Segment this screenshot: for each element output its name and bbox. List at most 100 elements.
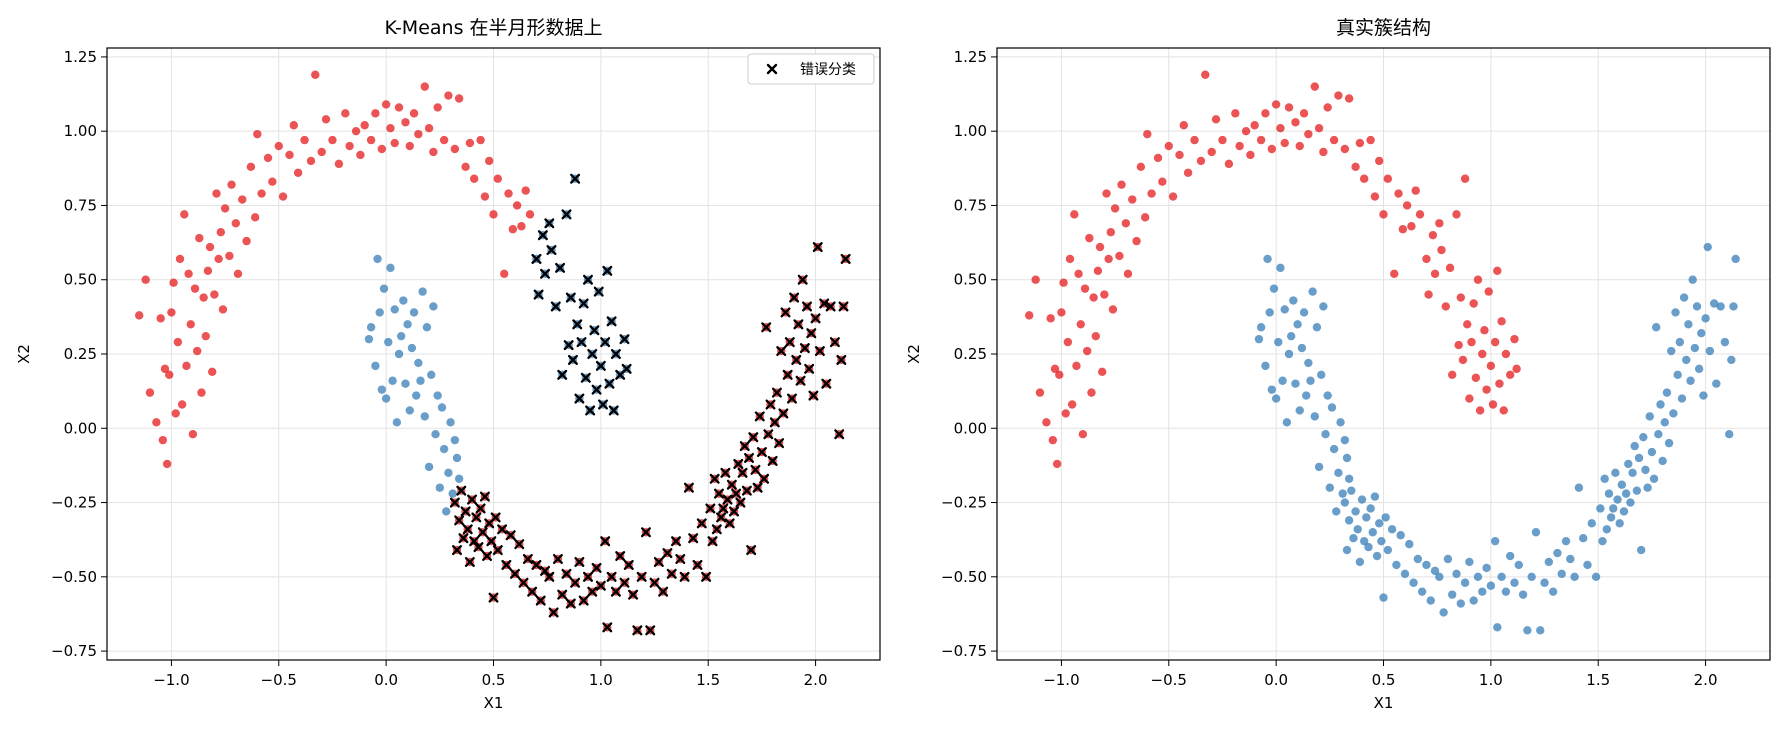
misclassified-x-marker — [711, 524, 722, 535]
misclassified-x-marker — [550, 301, 561, 312]
data-point — [1482, 385, 1491, 394]
kmeans-gridlines — [107, 48, 880, 660]
data-point — [1619, 507, 1629, 516]
misclassified-x-marker — [492, 545, 503, 556]
data-point — [1621, 489, 1631, 498]
data-point — [1574, 483, 1584, 492]
data-point — [216, 227, 226, 237]
data-point — [1662, 388, 1672, 397]
data-point — [1439, 608, 1448, 617]
data-point — [427, 370, 436, 379]
x-tick-label: 2.0 — [1694, 671, 1718, 689]
misclassified-x-marker — [567, 354, 578, 365]
data-point — [1561, 536, 1571, 546]
data-point — [311, 70, 320, 79]
y-tick-label: −0.75 — [941, 642, 987, 660]
misclassified-x-marker — [578, 298, 589, 309]
misclassified-x-marker — [572, 319, 583, 330]
data-point — [1267, 144, 1277, 154]
x-tick-label: −1.0 — [1043, 671, 1079, 689]
misclassified-x-marker — [563, 340, 574, 351]
data-point — [1606, 513, 1616, 522]
x-tick-label: 0.5 — [482, 671, 506, 689]
data-point — [1501, 587, 1511, 596]
data-point — [1323, 391, 1332, 400]
data-point — [1302, 391, 1311, 400]
data-point — [371, 361, 380, 371]
data-point — [1312, 323, 1322, 332]
data-point — [1098, 367, 1107, 377]
data-point — [1413, 554, 1423, 564]
misclassified-x-marker — [501, 559, 512, 570]
data-point — [1368, 528, 1377, 537]
misclassified-x-marker — [587, 586, 598, 597]
misclassified-x-marker — [701, 571, 712, 582]
misclassified-x-marker — [451, 545, 462, 556]
data-point — [1308, 287, 1317, 296]
data-point — [1482, 563, 1491, 573]
data-point — [1422, 254, 1431, 264]
data-point — [158, 435, 168, 445]
misclassified-x-marker — [744, 452, 755, 463]
true-clusters-y-axis-label: X2 — [905, 344, 923, 364]
data-point — [1110, 204, 1120, 213]
data-point — [1117, 180, 1126, 189]
data-point — [203, 266, 213, 276]
data-point — [1340, 498, 1350, 507]
misclassified-x-marker — [479, 491, 490, 502]
misclassified-x-marker — [793, 319, 804, 330]
y-tick-label: −0.50 — [941, 568, 987, 586]
data-point — [508, 225, 518, 234]
data-point — [1351, 162, 1360, 172]
data-point — [1632, 486, 1642, 495]
misclassified-x-marker — [821, 378, 832, 389]
misclassified-x-marker — [720, 467, 731, 478]
data-point — [1128, 195, 1137, 204]
data-point — [1321, 430, 1330, 439]
misclassified-x-marker — [632, 625, 643, 636]
misclassified-x-marker — [458, 533, 469, 544]
data-point — [1329, 444, 1339, 454]
data-point — [1478, 587, 1487, 596]
data-point — [364, 334, 374, 344]
data-point — [1276, 263, 1285, 273]
kmeans-legend: 错误分类 — [747, 53, 875, 85]
data-point — [1626, 498, 1635, 507]
misclassified-x-marker — [595, 580, 606, 591]
misclassified-x-marker — [789, 292, 800, 303]
data-point — [1636, 545, 1646, 555]
data-point — [1682, 355, 1691, 365]
misclassified-x-marker — [598, 399, 609, 410]
misclassified-x-marker — [776, 346, 787, 357]
data-point — [1684, 320, 1693, 329]
data-point — [175, 254, 185, 264]
data-point — [1435, 219, 1444, 228]
misclassified-x-marker — [810, 313, 821, 324]
data-point — [1366, 504, 1375, 513]
data-point — [1383, 545, 1392, 555]
data-point — [1284, 103, 1294, 112]
data-point — [1375, 156, 1384, 166]
misclassified-x-marker — [696, 518, 707, 529]
data-point — [1224, 159, 1234, 169]
y-tick-label: 1.25 — [64, 48, 97, 66]
misclassified-x-marker — [640, 527, 651, 538]
data-point — [512, 201, 522, 210]
data-point — [152, 418, 161, 427]
data-point — [1179, 121, 1189, 130]
data-point — [1673, 370, 1682, 379]
y-tick-label: −0.75 — [51, 642, 97, 660]
data-point — [1729, 302, 1738, 311]
data-point — [1664, 438, 1674, 448]
y-tick-label: 0.50 — [64, 271, 97, 289]
data-point — [431, 430, 440, 439]
y-tick-label: 1.00 — [954, 122, 987, 140]
data-point — [1250, 121, 1259, 130]
data-point — [377, 385, 387, 394]
misclassified-x-marker — [786, 393, 797, 404]
data-point — [156, 314, 165, 323]
data-point — [1132, 236, 1141, 246]
data-point — [1291, 379, 1300, 388]
misclassified-x-marker — [565, 292, 576, 303]
